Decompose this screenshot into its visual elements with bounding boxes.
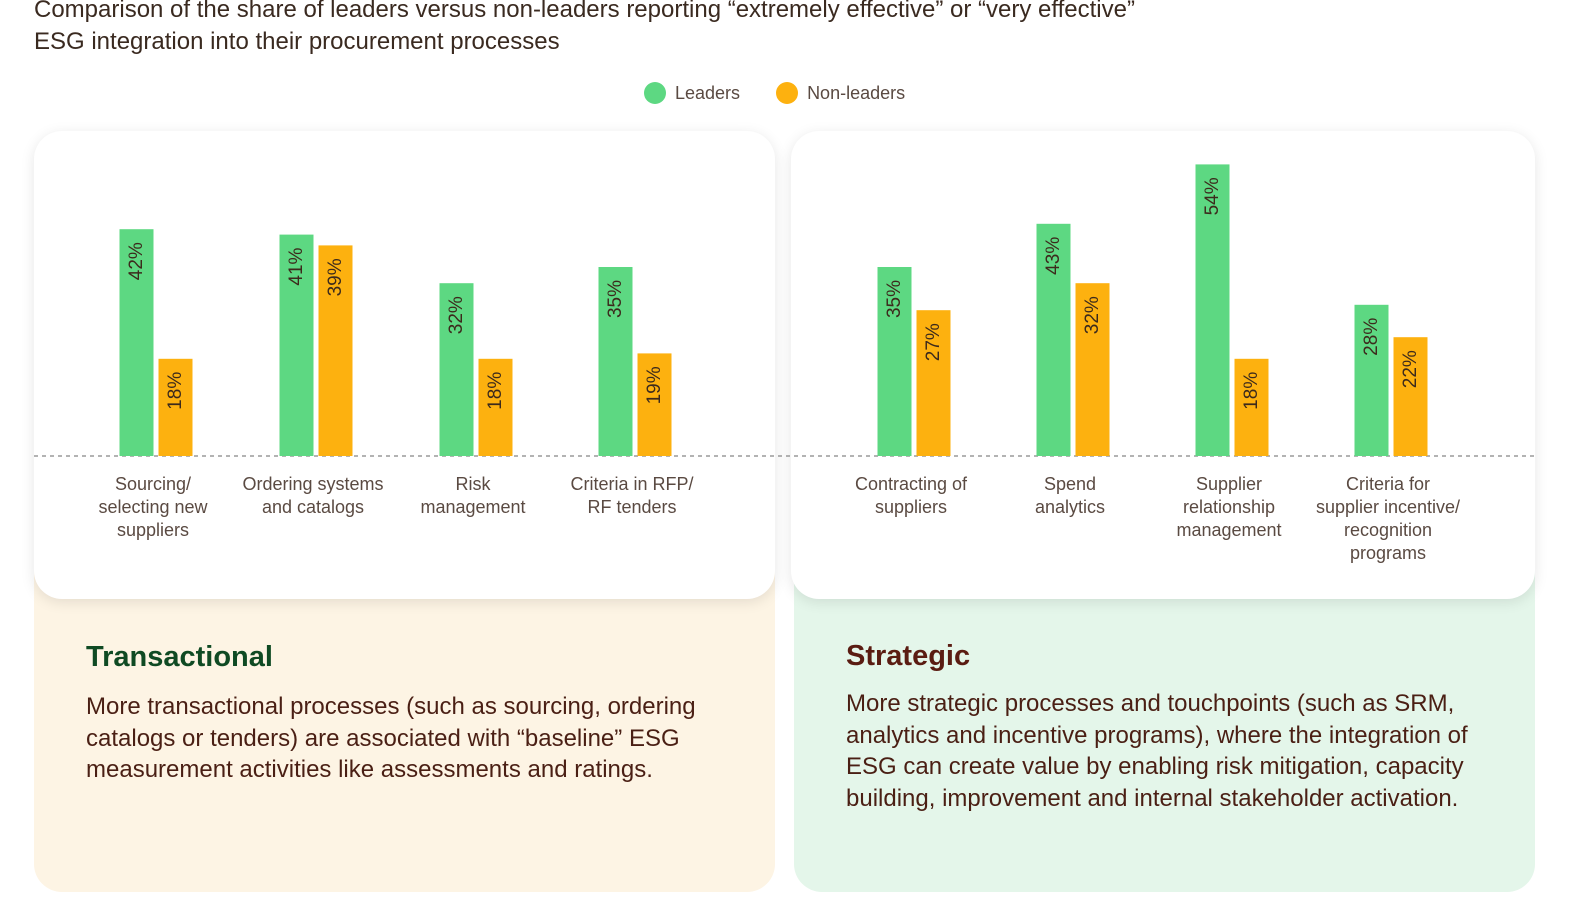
category-label-7-line-1: supplier incentive/: [1316, 497, 1460, 517]
bar-leaders-1: [279, 234, 314, 456]
category-label-1-line-1: and catalogs: [262, 497, 364, 517]
category-label-4-line-1: suppliers: [875, 497, 947, 517]
category-label-5-line-1: analytics: [1035, 497, 1105, 517]
category-label-3-line-1: RF tenders: [587, 497, 676, 517]
category-label-2-line-0: Risk: [456, 474, 492, 494]
bar-value-label-non-leaders-0: 18%: [165, 372, 186, 410]
category-label-2-line-1: management: [420, 497, 525, 517]
bar-non-leaders-7: [1393, 337, 1428, 456]
legend-item-non-leaders: Non-leaders: [776, 82, 905, 104]
category-label-6-line-1: relationship: [1183, 497, 1275, 517]
bar-leaders-0: [119, 229, 154, 456]
category-label-0-line-2: suppliers: [117, 520, 189, 540]
bar-non-leaders-3: [637, 353, 672, 456]
bar-value-label-non-leaders-4: 27%: [923, 323, 944, 361]
bar-leaders-7: [1354, 304, 1389, 456]
chart-legend: Leaders Non-leaders: [644, 80, 941, 106]
bar-value-label-non-leaders-1: 39%: [325, 258, 346, 296]
chart-title-line-2: ESG integration into their procurement p…: [34, 28, 560, 55]
bar-non-leaders-4: [916, 310, 951, 456]
strategic-title: Strategic: [846, 640, 971, 672]
transactional-title: Transactional: [86, 641, 273, 673]
transactional-panel: [34, 560, 775, 892]
bar-value-label-non-leaders-6: 18%: [1241, 372, 1262, 410]
category-label-6-line-0: Supplier: [1196, 474, 1262, 494]
transactional-description: More transactional processes (such as so…: [86, 693, 696, 784]
category-label-0-line-0: Sourcing/: [115, 474, 191, 494]
strategic-panel: [794, 560, 1535, 892]
category-label-7-line-0: Criteria for: [1346, 474, 1430, 494]
legend-item-leaders: Leaders: [644, 82, 740, 104]
chart-title: Comparison of the share of leaders versu…: [34, 0, 1434, 58]
bar-value-label-non-leaders-5: 32%: [1082, 296, 1103, 334]
bar-leaders-3: [598, 267, 633, 456]
category-label-3-line-0: Criteria in RFP/: [570, 474, 693, 494]
legend-swatch-non-leaders: [776, 82, 799, 104]
bar-leaders-2: [439, 283, 474, 456]
category-label-6-line-2: management: [1176, 520, 1281, 540]
category-label-7-line-2: recognition: [1344, 520, 1432, 540]
strategic-description: More strategic processes and touchpoints…: [846, 690, 1468, 812]
category-label-0-line-1: selecting new: [98, 497, 208, 517]
category-label-4-line-0: Contracting of: [855, 474, 968, 494]
legend-label-leaders: Leaders: [675, 82, 741, 103]
bar-value-label-non-leaders-2: 18%: [485, 372, 506, 410]
bar-value-label-leaders-6: 54%: [1202, 177, 1223, 215]
bar-value-label-leaders-1: 41%: [286, 247, 307, 285]
bar-value-label-leaders-5: 43%: [1043, 237, 1064, 275]
category-label-7-line-3: programs: [1350, 543, 1426, 563]
bar-non-leaders-0: [158, 358, 193, 456]
bar-value-label-leaders-3: 35%: [605, 280, 626, 318]
bar-value-label-leaders-7: 28%: [1361, 318, 1382, 356]
category-label-5-line-0: Spend: [1044, 474, 1096, 494]
bar-value-label-leaders-2: 32%: [446, 296, 467, 334]
bar-value-label-leaders-0: 42%: [126, 242, 147, 280]
bar-leaders-5: [1036, 223, 1071, 456]
category-label-1-line-0: Ordering systems: [242, 474, 383, 494]
bar-value-label-non-leaders-7: 22%: [1400, 350, 1421, 388]
legend-label-non-leaders: Non-leaders: [807, 82, 906, 103]
bar-non-leaders-1: [318, 245, 353, 456]
bar-value-label-leaders-4: 35%: [884, 280, 905, 318]
bar-non-leaders-5: [1075, 283, 1110, 456]
chart-title-line-1: Comparison of the share of leaders versu…: [34, 0, 1135, 23]
bar-non-leaders-6: [1234, 358, 1269, 456]
bar-non-leaders-2: [478, 358, 513, 456]
bar-leaders-4: [877, 267, 912, 456]
bar-leaders-6: [1195, 164, 1230, 456]
legend-swatch-leaders: [644, 82, 666, 104]
bar-value-label-non-leaders-3: 19%: [644, 366, 665, 404]
